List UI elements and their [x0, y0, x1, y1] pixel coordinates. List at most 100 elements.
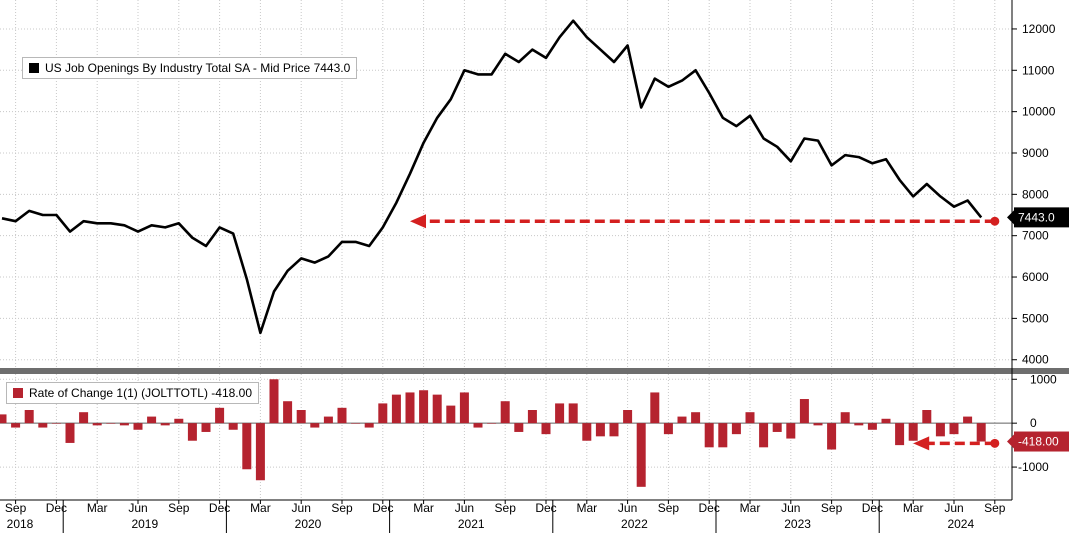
top-panel-legend: US Job Openings By Industry Total SA - M…: [22, 57, 358, 79]
bar: [595, 423, 605, 437]
bar: [650, 392, 660, 424]
bar: [92, 423, 102, 426]
bar: [813, 423, 823, 426]
bar: [38, 423, 48, 428]
x-month-label: Dec: [535, 501, 556, 515]
job-openings-line: [1, 19, 983, 335]
bar: [895, 423, 905, 446]
bottom-panel-legend: Rate of Change 1(1) (JOLTTOTL) -418.00: [6, 382, 259, 404]
bar: [473, 423, 483, 428]
bottom-legend-text: Rate of Change 1(1) (JOLTTOTL) -418.00: [29, 386, 252, 400]
x-month-label: Sep: [495, 501, 517, 515]
bar: [160, 423, 170, 426]
y-tick-label-top: 12000: [1022, 22, 1056, 36]
bar: [255, 423, 265, 481]
x-month-label: Dec: [209, 501, 230, 515]
bar: [731, 423, 741, 435]
top-annotation-arrow-dot: [990, 216, 1000, 226]
x-month-label: Mar: [740, 501, 761, 515]
bar: [609, 423, 619, 437]
bar: [147, 416, 157, 424]
x-year-label: 2020: [295, 517, 322, 531]
x-month-label: Sep: [331, 501, 353, 515]
bar: [935, 423, 945, 437]
x-month-label: Sep: [5, 501, 27, 515]
bar: [323, 416, 333, 424]
x-month-label: Sep: [658, 501, 680, 515]
bar: [11, 423, 21, 428]
bar: [555, 403, 565, 424]
bar: [79, 412, 89, 424]
x-month-label: Sep: [821, 501, 843, 515]
annotation-arrows: [410, 214, 1000, 451]
y-tick-label-top: 5000: [1022, 311, 1049, 325]
y-tick-label-bottom: 1000: [1030, 372, 1057, 386]
x-month-label: Mar: [250, 501, 271, 515]
bar: [527, 410, 537, 424]
y-tick-label-top: 10000: [1022, 105, 1056, 119]
bar: [541, 423, 551, 435]
bar: [500, 401, 510, 424]
top-legend-text: US Job Openings By Industry Total SA - M…: [45, 61, 351, 75]
x-month-label: Jun: [292, 501, 311, 515]
x-month-label: Mar: [87, 501, 108, 515]
bar: [623, 410, 633, 424]
rate-of-change-bars: [0, 379, 986, 487]
bar: [228, 423, 238, 430]
bar: [242, 423, 252, 470]
y-tick-label-top: 11000: [1022, 63, 1055, 77]
bar: [691, 412, 701, 424]
bar: [0, 414, 7, 424]
bar: [187, 423, 197, 441]
bar: [405, 392, 415, 424]
black-square-icon: [29, 63, 39, 73]
bar: [119, 423, 129, 426]
x-month-label: Dec: [862, 501, 883, 515]
x-month-label: Mar: [413, 501, 434, 515]
bar: [963, 416, 973, 424]
x-month-label: Jun: [455, 501, 474, 515]
bar: [636, 423, 646, 487]
bar: [133, 423, 143, 430]
bar: [799, 399, 809, 424]
y-tick-label-top: 6000: [1022, 270, 1049, 284]
x-year-label: 2023: [784, 517, 811, 531]
bar: [215, 407, 225, 424]
bar: [391, 394, 401, 424]
bar: [949, 423, 959, 435]
bar: [24, 410, 34, 424]
bar: [487, 423, 497, 424]
bar: [65, 423, 75, 443]
x-month-label: Sep: [168, 501, 190, 515]
bar: [419, 390, 429, 424]
bar: [663, 423, 673, 435]
bar: [201, 423, 211, 432]
y-tick-label-bottom: 0: [1030, 416, 1037, 430]
bar: [459, 392, 469, 424]
x-month-label: Sep: [984, 501, 1006, 515]
x-month-label: Dec: [699, 501, 720, 515]
bar: [745, 412, 755, 424]
bar: [106, 423, 116, 424]
bottom-last-value-badge-box: [1014, 431, 1069, 452]
y-tick-label-top: 4000: [1022, 353, 1049, 367]
bar: [446, 405, 456, 424]
x-month-label: Dec: [46, 501, 67, 515]
bar: [568, 403, 578, 424]
bar: [704, 423, 714, 448]
tick-labels: 400050006000700080009000100001100012000-…: [5, 22, 1069, 531]
bar: [908, 423, 918, 441]
bar: [364, 423, 374, 428]
panel-separator: [0, 368, 1069, 374]
bar: [786, 423, 796, 439]
x-year-label: 2021: [458, 517, 485, 531]
bar: [772, 423, 782, 432]
bar: [514, 423, 524, 432]
bar: [337, 407, 347, 424]
bar: [718, 423, 728, 448]
x-month-label: Jun: [128, 501, 147, 515]
bar: [582, 423, 592, 441]
bottom-annotation-arrow-head: [913, 436, 930, 451]
